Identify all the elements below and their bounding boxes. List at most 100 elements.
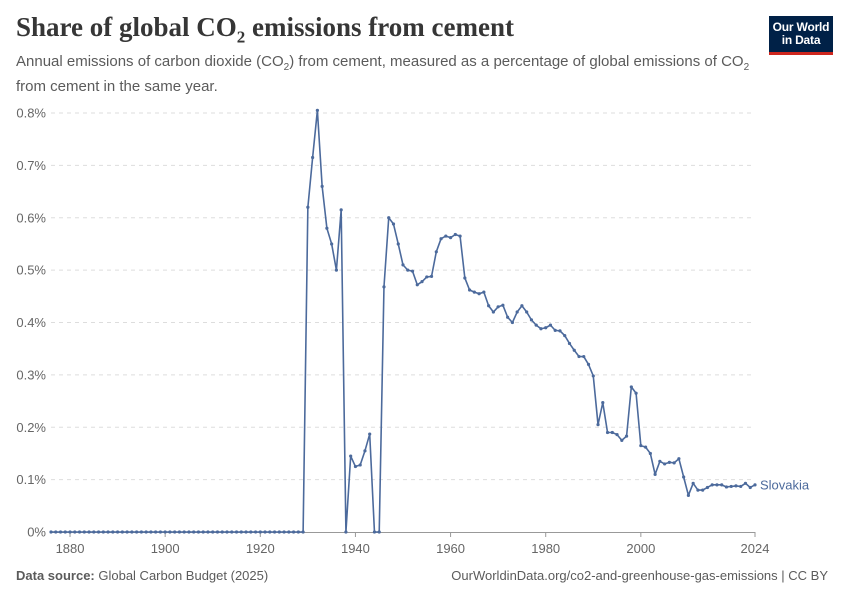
data-point: [135, 530, 139, 534]
data-point: [234, 530, 239, 534]
data-point: [258, 530, 262, 534]
data-point: [406, 268, 410, 272]
data-point: [444, 234, 448, 238]
data-point: [586, 362, 591, 366]
series-label[interactable]: Slovakia: [760, 477, 810, 492]
data-point: [249, 530, 253, 534]
data-point: [301, 530, 305, 534]
data-point: [601, 401, 605, 405]
data-point: [49, 530, 53, 534]
data-point: [320, 184, 324, 188]
data-point: [401, 263, 405, 267]
data-point: [272, 530, 277, 534]
data-point: [515, 310, 519, 314]
x-tick-label: 1980: [531, 541, 560, 556]
data-point: [534, 323, 538, 327]
data-point: [111, 530, 115, 534]
data-point: [182, 530, 186, 534]
data-point: [325, 226, 329, 230]
data-point: [372, 530, 377, 534]
data-point: [539, 327, 543, 331]
data-point: [620, 438, 624, 442]
data-point: [453, 232, 457, 237]
data-point: [696, 488, 700, 492]
data-point: [353, 464, 358, 469]
data-point: [382, 285, 386, 289]
data-point: [553, 328, 557, 332]
source-url[interactable]: OurWorldinData.org/co2-and-greenhouse-ga…: [451, 568, 828, 583]
data-point: [482, 290, 486, 294]
data-point: [658, 459, 662, 463]
data-point: [420, 280, 424, 284]
data-point: [705, 485, 710, 490]
data-point: [425, 275, 429, 279]
y-tick-label: 0.2%: [16, 420, 46, 435]
data-point: [291, 530, 296, 534]
data-point: [434, 250, 438, 254]
data-point: [139, 530, 143, 534]
data-point: [77, 530, 82, 534]
data-point: [724, 485, 729, 489]
data-point: [467, 288, 472, 292]
data-point: [510, 320, 515, 325]
data-point: [149, 530, 153, 534]
y-tick-label: 0.3%: [16, 367, 46, 382]
data-point: [610, 430, 614, 435]
data-point: [125, 530, 129, 534]
data-point: [634, 391, 638, 395]
data-point: [591, 374, 595, 378]
data-point: [677, 457, 681, 461]
data-source: Data source: Global Carbon Budget (2025): [16, 568, 269, 583]
data-point: [715, 483, 719, 487]
data-point: [287, 530, 291, 534]
data-point: [244, 530, 248, 534]
series-line-slovakia: [51, 109, 756, 533]
data-point: [525, 310, 529, 314]
data-point: [415, 283, 419, 287]
data-point: [268, 530, 272, 534]
data-point: [643, 445, 648, 449]
x-tick-label: 1920: [246, 541, 275, 556]
data-point: [391, 222, 396, 226]
x-tick-label: 1880: [56, 541, 85, 556]
data-point: [491, 310, 495, 314]
chart-subtitle: Annual emissions of carbon dioxide (CO2)…: [16, 53, 750, 95]
y-tick-label: 0.1%: [16, 472, 46, 487]
data-point: [358, 463, 362, 467]
x-tick-label: 1960: [436, 541, 465, 556]
data-point: [63, 530, 67, 534]
data-point: [73, 530, 77, 534]
data-point: [339, 208, 343, 212]
data-point: [410, 269, 415, 273]
data-point: [506, 315, 510, 319]
data-point: [230, 530, 234, 534]
data-point: [330, 242, 334, 246]
data-point: [163, 530, 167, 534]
data-point: [701, 488, 705, 492]
data-point: [605, 430, 610, 435]
data-point: [563, 333, 567, 338]
y-tick-label: 0.7%: [16, 158, 46, 173]
data-point: [548, 323, 553, 327]
axes: 0% 0.1% 0.2% 0.3% 0.4% 0.5% 0.6% 0.7% 0.8% 1880 19…: [16, 106, 769, 557]
chart-title: Share of global CO2 emissions from cemen…: [16, 12, 514, 47]
data-point: [710, 483, 714, 487]
data-point: [68, 530, 72, 534]
data-point: [239, 530, 243, 534]
data-point: [739, 484, 743, 489]
data-point: [667, 460, 671, 464]
data-point: [567, 341, 572, 346]
owid-logo[interactable]: Our World in Data: [769, 16, 833, 55]
data-point: [682, 475, 686, 479]
data-point: [168, 530, 172, 534]
data-point: [577, 354, 581, 359]
data-point: [544, 326, 548, 330]
data-point: [282, 530, 286, 534]
data-point: [686, 493, 691, 497]
data-point: [734, 484, 738, 488]
data-point: [263, 530, 267, 534]
y-tick-label: 0.6%: [16, 210, 46, 225]
y-tick-label: 0.5%: [16, 263, 46, 278]
data-point: [729, 484, 733, 489]
data-point: [220, 530, 224, 534]
